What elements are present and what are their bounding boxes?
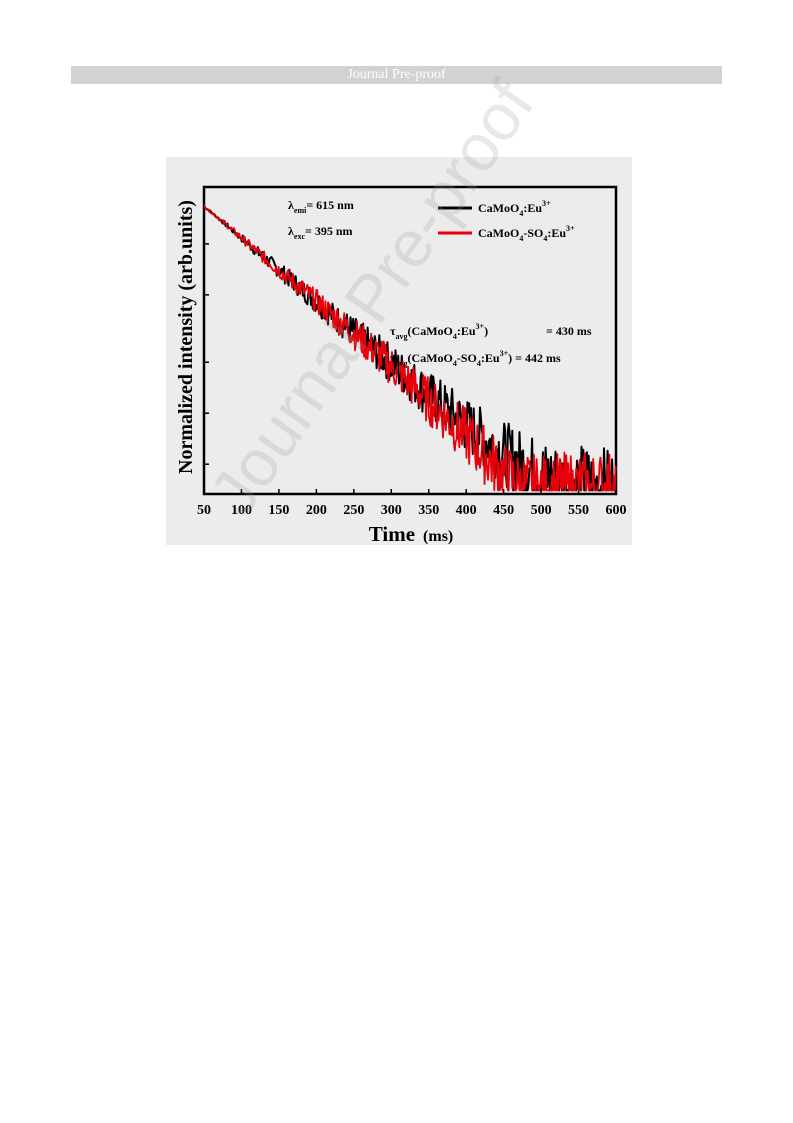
series-line-1	[203, 204, 617, 492]
x-tick-label: 550	[568, 503, 589, 518]
x-tick-label: 250	[343, 503, 364, 518]
legend-label-camoo4-so4: CaMoO4-SO4:Eu3+	[478, 224, 575, 243]
legend: CaMoO4:Eu3+ CaMoO4-SO4:Eu3+	[438, 199, 575, 243]
legend-label-camoo4-so4-text: CaMoO4-SO4:Eu3+	[478, 224, 575, 243]
x-tick-label: 600	[606, 503, 627, 518]
x-tick-label: 400	[456, 503, 477, 518]
excitation-value: = 395 nm	[305, 224, 353, 238]
x-tick-label: 50	[197, 503, 211, 518]
emission-value: = 615 nm	[306, 198, 354, 212]
tau-annotation-camoo4-so4: τavg(CaMoO4-SO4:Eu3+) = 442 ms	[390, 349, 561, 368]
y-axis-ticks	[204, 243, 209, 465]
journal-banner: Journal Pre-proof	[71, 66, 722, 84]
y-axis-label: Normalized intensity (arb.units)	[175, 200, 197, 474]
banner-text: Journal Pre-proof	[347, 67, 446, 82]
series-line-0	[203, 205, 617, 492]
x-tick-label: 200	[306, 503, 327, 518]
figure-panel: 50 100 150 200 250 300 350 400 450 500 550 600 Norm…	[166, 157, 632, 545]
x-axis-label-group: Time (ms)	[369, 522, 454, 545]
x-tick-label: 350	[418, 503, 439, 518]
x-axis-unit: (ms)	[423, 528, 453, 545]
emission-symbol: λ	[288, 198, 294, 212]
series-layer	[203, 204, 617, 492]
decay-chart: 50 100 150 200 250 300 350 400 450 500 550 600 Norm…	[175, 185, 627, 545]
excitation-sub: exc	[294, 232, 306, 241]
x-axis-label: Time	[369, 522, 415, 545]
x-tick-label: 300	[381, 503, 402, 518]
x-tick-label: 100	[231, 503, 252, 518]
legend-label-camoo4-text: CaMoO4:Eu3+	[478, 199, 551, 218]
emission-sub: emi	[294, 206, 307, 215]
x-axis-ticks: 50 100 150 200 250 300 350 400 450 500 550 600	[197, 489, 627, 518]
legend-label-camoo4: CaMoO4:Eu3+	[478, 199, 551, 218]
tau-annotation-camoo4: τavg(CaMoO4:Eu3+) = 430 ms	[390, 322, 592, 341]
x-tick-label: 450	[493, 503, 514, 518]
x-tick-label: 500	[531, 503, 552, 518]
emission-annotation: λemi= 615 nm	[288, 198, 354, 215]
tau-value-camoo4: = 430 ms	[546, 324, 592, 338]
tau-value-camoo4-so4: = 442 ms	[515, 351, 561, 365]
x-tick-label: 150	[268, 503, 289, 518]
excitation-annotation: λexc= 395 nm	[288, 224, 353, 241]
plot-frame	[202, 185, 618, 496]
excitation-symbol: λ	[288, 224, 294, 238]
